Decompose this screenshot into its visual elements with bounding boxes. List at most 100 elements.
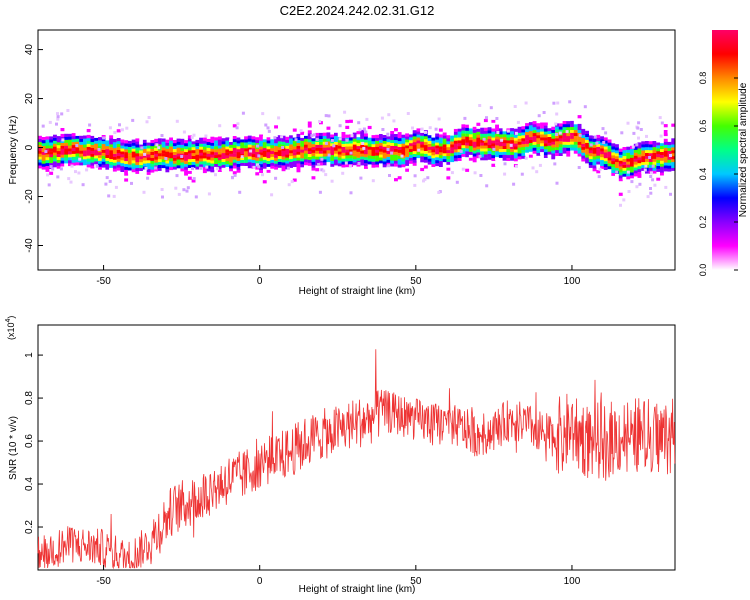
spectrogram-cell	[386, 141, 391, 146]
spectrogram-speckle	[51, 167, 55, 171]
spectrogram-cell	[105, 140, 110, 144]
spectrogram-cell	[202, 146, 207, 150]
spectrogram-speckle	[595, 141, 599, 145]
spectrogram-speckle	[388, 174, 391, 177]
spectrogram-speckle	[190, 135, 194, 139]
spectrogram-cell	[435, 157, 440, 161]
spectrogram-cell	[142, 148, 147, 152]
spectrogram-cell	[461, 142, 466, 146]
spectrogram-cell	[169, 146, 173, 150]
spectrogram-cell	[315, 141, 320, 145]
spectrogram-cell	[221, 147, 226, 151]
spectrogram-cell	[135, 150, 140, 154]
spectrogram-cell	[641, 153, 646, 157]
spectrogram-cell	[633, 158, 638, 162]
spectrogram-cell	[127, 149, 132, 153]
spectrogram-cell	[577, 147, 582, 151]
spectrogram-cell	[53, 164, 57, 168]
spectrogram-cell	[498, 131, 503, 135]
spectrogram-speckle	[205, 165, 209, 169]
spectrogram-speckle	[140, 146, 144, 150]
spectrogram-cell	[491, 163, 496, 167]
spectrogram-cell	[225, 163, 230, 167]
spectrogram-speckle	[627, 190, 631, 193]
spectrogram-cell	[660, 145, 664, 150]
spectrogram-cell	[165, 139, 170, 143]
spectrogram-cell	[172, 178, 177, 182]
spectrogram-cell	[450, 158, 455, 163]
spectrogram-cell	[236, 154, 241, 159]
spectrogram-cell	[221, 149, 226, 154]
spectrogram-cell	[319, 162, 323, 166]
spectrogram-cell	[94, 161, 99, 165]
spectrogram-cell	[480, 145, 485, 149]
spectrogram-cell	[364, 165, 368, 169]
spectrogram-cell	[199, 164, 203, 168]
spectrogram-cell	[513, 146, 518, 150]
spectrogram-cell	[446, 161, 451, 165]
spectrogram-cell	[420, 132, 425, 136]
spectrogram-cell	[525, 149, 529, 153]
spectrogram-x-tick-label: 0	[257, 276, 263, 287]
spectrogram-cell	[176, 150, 181, 154]
spectrogram-cell	[146, 145, 151, 149]
spectrogram-cell	[337, 139, 342, 143]
spectrogram-cell	[120, 160, 125, 164]
spectrogram-cell	[210, 145, 215, 149]
spectrogram-cell	[345, 143, 350, 147]
spectrogram-cell	[101, 164, 106, 168]
spectrogram-cell	[266, 137, 271, 141]
spectrogram-cell	[161, 153, 166, 157]
spectrogram-cell	[300, 137, 305, 141]
spectrogram-cell	[536, 146, 541, 150]
spectrogram-speckle	[485, 116, 488, 120]
spectrogram-cell	[453, 131, 458, 135]
spectrogram-cell	[229, 182, 233, 186]
spectrogram-cell	[68, 139, 72, 143]
spectrogram-cell	[600, 154, 604, 158]
spectrogram-cell	[663, 132, 668, 137]
spectrogram-cell	[184, 163, 188, 167]
spectrogram-cell	[536, 123, 541, 127]
spectrogram-cell	[450, 144, 455, 148]
spectrogram-cell	[326, 141, 331, 145]
spectrogram-cell	[412, 142, 417, 146]
spectrogram-cell	[214, 154, 218, 159]
spectrogram-cell	[570, 120, 574, 125]
spectrogram-cell	[536, 149, 541, 153]
spectrogram-speckle	[114, 185, 118, 189]
spectrogram-cell	[397, 176, 402, 180]
spectrogram-cell	[487, 139, 492, 143]
spectrogram-cell	[116, 149, 121, 153]
spectrogram-cell	[195, 154, 200, 158]
spectrogram-cell	[116, 129, 121, 133]
spectrogram-cell	[517, 141, 522, 145]
spectrogram-cell	[251, 148, 256, 152]
spectrogram-speckle	[411, 126, 414, 130]
spectrogram-cell	[663, 162, 668, 166]
spectrogram-speckle	[651, 164, 655, 168]
spectrogram-speckle	[516, 120, 520, 124]
spectrogram-cell	[71, 144, 76, 148]
spectrogram-cell	[588, 155, 593, 160]
spectrogram-cell	[356, 148, 361, 152]
spectrogram-cell	[364, 133, 368, 137]
spectrogram-cell	[409, 163, 413, 167]
spectrogram-cell	[671, 150, 676, 154]
spectrogram-cell	[412, 144, 417, 149]
spectrogram-cell	[139, 150, 144, 154]
spectrogram-cell	[292, 152, 297, 156]
spectrogram-cell	[607, 163, 612, 167]
spectrogram-cell	[292, 128, 297, 132]
spectrogram-cell	[322, 138, 327, 142]
spectrogram-cell	[453, 128, 458, 132]
spectrogram-cell	[630, 169, 634, 173]
spectrogram-cell	[667, 141, 672, 146]
spectrogram-cell	[360, 153, 365, 157]
spectrogram-cell	[105, 154, 110, 158]
spectrogram-cell	[64, 154, 69, 158]
spectrogram-cell	[446, 152, 451, 156]
spectrogram-cell	[169, 140, 173, 144]
spectrogram-cell	[626, 152, 631, 156]
spectrogram-speckle	[535, 170, 539, 174]
